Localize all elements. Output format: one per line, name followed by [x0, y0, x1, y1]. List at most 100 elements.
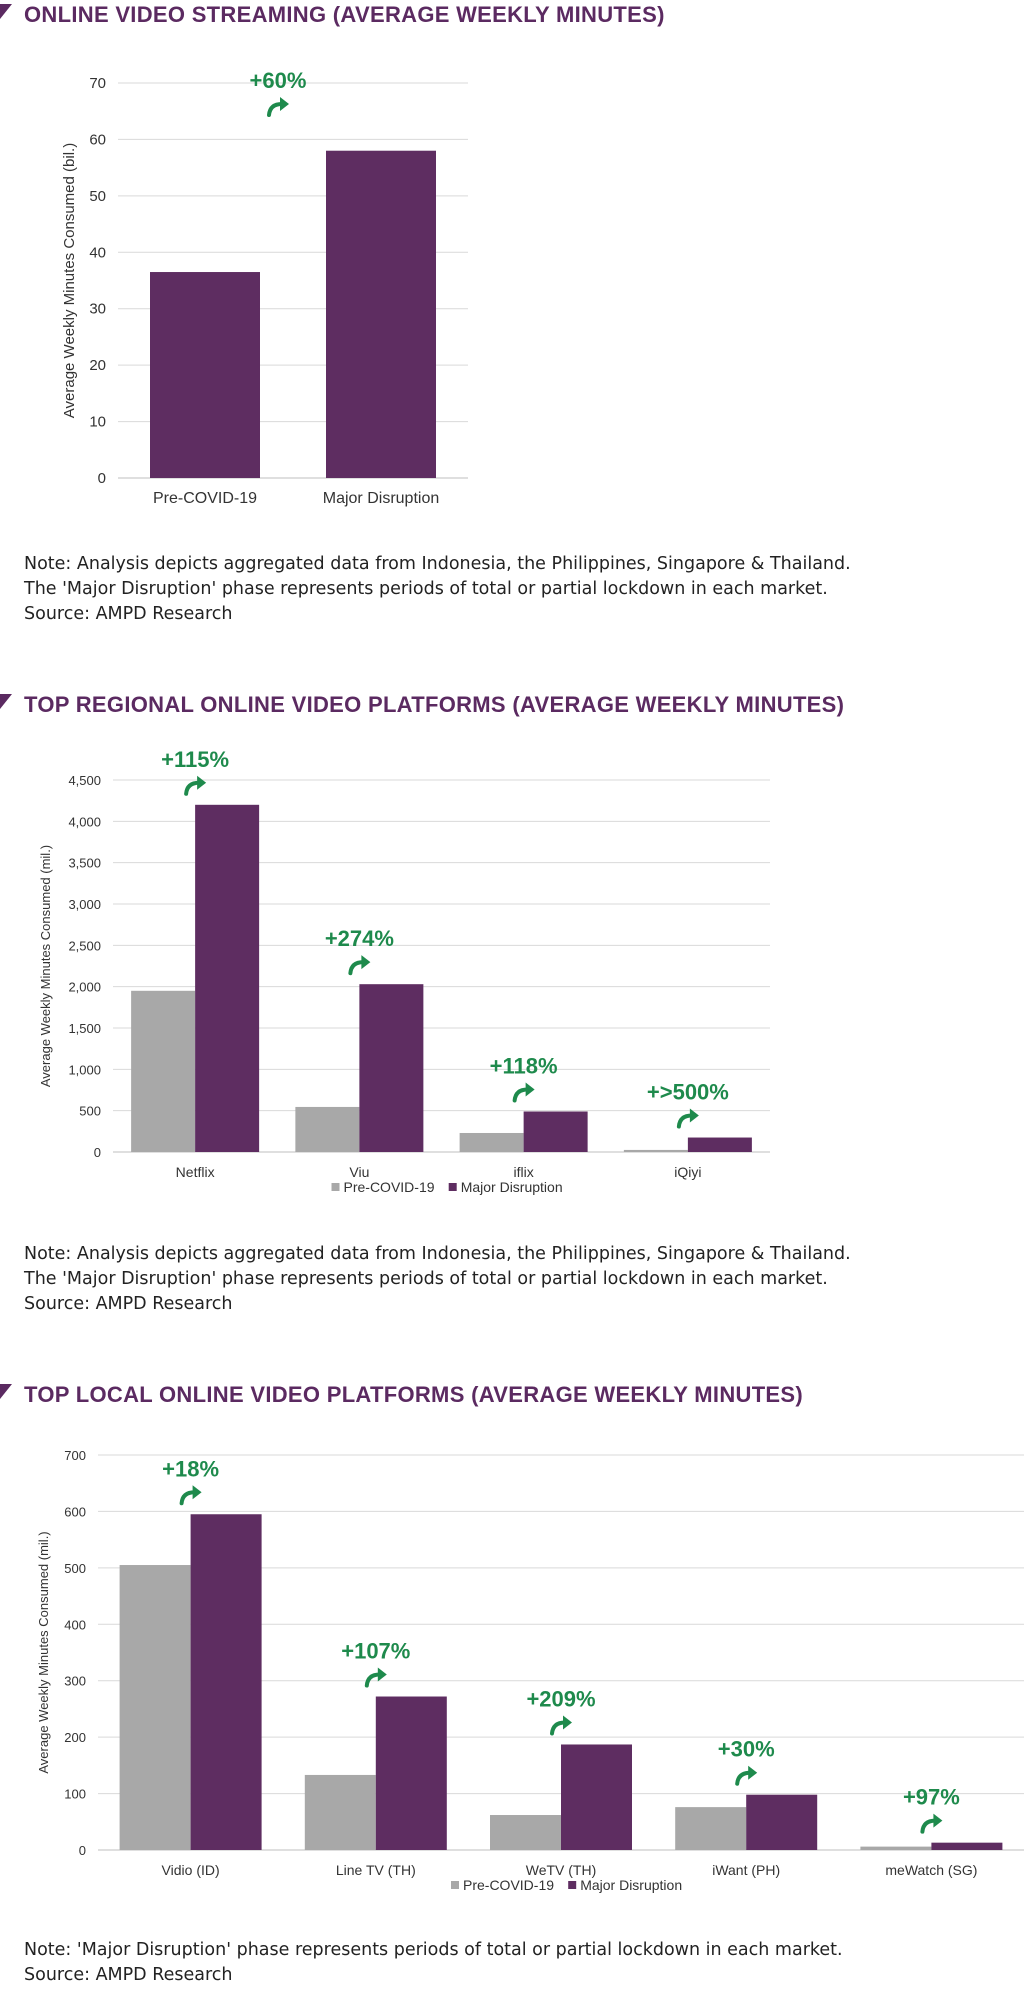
y-tick-label: 2,500: [68, 938, 101, 953]
bar-major-disruption: [359, 984, 424, 1152]
local-platforms-chart: 0 100 200 300 400 500 600 700 Average Weekly Min…: [36, 1448, 1024, 1893]
curved-arrow-icon: [550, 1715, 572, 1736]
change-annotation: +97%: [903, 1785, 960, 1810]
section-title-streaming: ONLINE VIDEO STREAMING (AVERAGE WEEKLY M…: [0, 0, 665, 30]
y-tick-label: 100: [64, 1787, 86, 1802]
bar-pre-covid: [131, 990, 196, 1152]
change-annotation: +18%: [162, 1456, 219, 1481]
note-block: Note: Analysis depicts aggregated data f…: [24, 552, 851, 627]
bar-pre-covid: [860, 1846, 932, 1850]
x-tick-label: WeTV (TH): [526, 1862, 597, 1878]
bar-pre-covid: [675, 1807, 747, 1850]
change-annotation: +209%: [526, 1686, 595, 1711]
x-tick-label: Pre-COVID-19: [153, 490, 257, 507]
curved-arrow-icon: [920, 1813, 943, 1834]
legend-swatch-major-disruption: [448, 1183, 457, 1191]
note-block: Note: Analysis depicts aggregated data f…: [24, 1242, 851, 1317]
source-line: Source: AMPD Research: [24, 1965, 233, 1985]
change-annotation: +30%: [718, 1737, 775, 1762]
section-title-local: TOP LOCAL ONLINE VIDEO PLATFORMS (AVERAG…: [0, 1380, 803, 1410]
x-tick-label: iWant (PH): [712, 1862, 780, 1878]
bar-major-disruption: [190, 1514, 262, 1850]
section-title-text: TOP LOCAL ONLINE VIDEO PLATFORMS (AVERAG…: [24, 1382, 804, 1407]
x-tick-label: Vidio (ID): [162, 1862, 220, 1878]
arrow-head: [192, 1485, 202, 1500]
y-tick-label: 3,000: [68, 897, 101, 912]
y-tick-label: 60: [89, 131, 106, 148]
x-tick-label: Major Disruption: [323, 490, 439, 507]
y-axis-label: Average Weekly Minutes Consumed (mil.): [36, 1531, 51, 1773]
x-tick-label: iQiyi: [674, 1164, 701, 1180]
y-axis-label: Average Weekly Minutes Consumed (mil.): [38, 845, 53, 1087]
bar-pre-covid: [459, 1132, 524, 1152]
y-tick-label: 200: [64, 1730, 86, 1745]
streaming-chart: 0 10 20 30 40 50 60 70 Average Weekly Minutes Co…: [61, 68, 468, 507]
arrow-head: [361, 955, 371, 970]
legend-label: Pre-COVID-19: [344, 1179, 435, 1195]
bar: [326, 150, 436, 478]
note-block: Note: 'Major Disruption' phase represent…: [24, 1938, 843, 1988]
bar-major-disruption: [561, 1744, 632, 1850]
y-tick-label: 50: [89, 188, 106, 205]
bar-major-disruption: [687, 1137, 752, 1152]
note-line: Note: Analysis depicts aggregated data f…: [24, 1244, 851, 1264]
arrow-head: [563, 1715, 572, 1730]
bar-major-disruption: [375, 1696, 447, 1850]
x-tick-label: Netflix: [176, 1164, 215, 1180]
x-tick-label: iflix: [514, 1164, 534, 1180]
y-tick-label: 4,500: [68, 773, 101, 788]
legend-label: Major Disruption: [580, 1877, 682, 1893]
bar-pre-covid: [490, 1815, 561, 1850]
change-annotation: +115%: [161, 747, 229, 772]
curved-arrow-icon: [179, 1485, 202, 1506]
y-tick-label: 600: [64, 1504, 86, 1519]
change-annotation: +118%: [490, 1053, 558, 1078]
x-tick-label: Line TV (TH): [336, 1862, 416, 1878]
curved-arrow-icon: [184, 775, 207, 796]
change-annotation: +274%: [325, 926, 394, 951]
y-tick-label: 70: [89, 75, 106, 92]
y-tick-label: 500: [79, 1104, 101, 1119]
y-tick-label: 300: [64, 1674, 86, 1689]
bar-pre-covid: [119, 1565, 191, 1850]
legend-swatch-pre-covid: [451, 1881, 459, 1889]
curved-arrow-icon: [512, 1082, 535, 1103]
bar: [150, 272, 260, 478]
title-marker-icon: [0, 1384, 12, 1399]
bar-major-disruption: [746, 1794, 818, 1850]
y-tick-label: 0: [94, 1145, 101, 1160]
y-tick-label: 400: [64, 1617, 86, 1632]
note-line: The 'Major Disruption' phase represents …: [24, 579, 828, 599]
arrow-head: [280, 97, 289, 111]
source-line: Source: AMPD Research: [24, 604, 233, 624]
legend-label: Major Disruption: [461, 1179, 563, 1195]
y-axis-label: Average Weekly Minutes Consumed (bil.): [61, 143, 78, 418]
bar-pre-covid: [623, 1149, 688, 1152]
x-tick-label: Viu: [349, 1164, 369, 1180]
arrow-head: [525, 1082, 535, 1097]
source-line: Source: AMPD Research: [24, 1294, 233, 1314]
bar-major-disruption: [931, 1842, 1003, 1850]
y-tick-label: 3,500: [68, 856, 101, 871]
arrow-head: [748, 1765, 758, 1780]
curved-arrow-icon: [735, 1765, 758, 1786]
section-title-text: ONLINE VIDEO STREAMING (AVERAGE WEEKLY M…: [24, 2, 665, 27]
y-tick-label: 500: [64, 1561, 86, 1576]
note-line: Note: 'Major Disruption' phase represent…: [24, 1940, 843, 1960]
arrow-head: [933, 1813, 943, 1828]
title-marker-icon: [0, 4, 12, 19]
title-marker-icon: [0, 694, 12, 709]
change-annotation: +>500%: [647, 1080, 729, 1105]
arrow-head: [377, 1667, 387, 1682]
y-tick-label: 20: [89, 357, 106, 374]
y-tick-label: 1,000: [68, 1062, 101, 1077]
y-tick-label: 1,500: [68, 1021, 101, 1036]
arrow-head: [689, 1108, 699, 1123]
section-title-text: TOP REGIONAL ONLINE VIDEO PLATFORMS (AVE…: [24, 692, 845, 717]
y-tick-label: 2,000: [68, 980, 101, 995]
y-tick-label: 700: [64, 1448, 86, 1463]
bar-pre-covid: [295, 1106, 360, 1152]
change-annotation: +107%: [341, 1639, 410, 1664]
y-tick-label: 0: [98, 470, 106, 487]
legend-swatch-major-disruption: [568, 1881, 577, 1889]
